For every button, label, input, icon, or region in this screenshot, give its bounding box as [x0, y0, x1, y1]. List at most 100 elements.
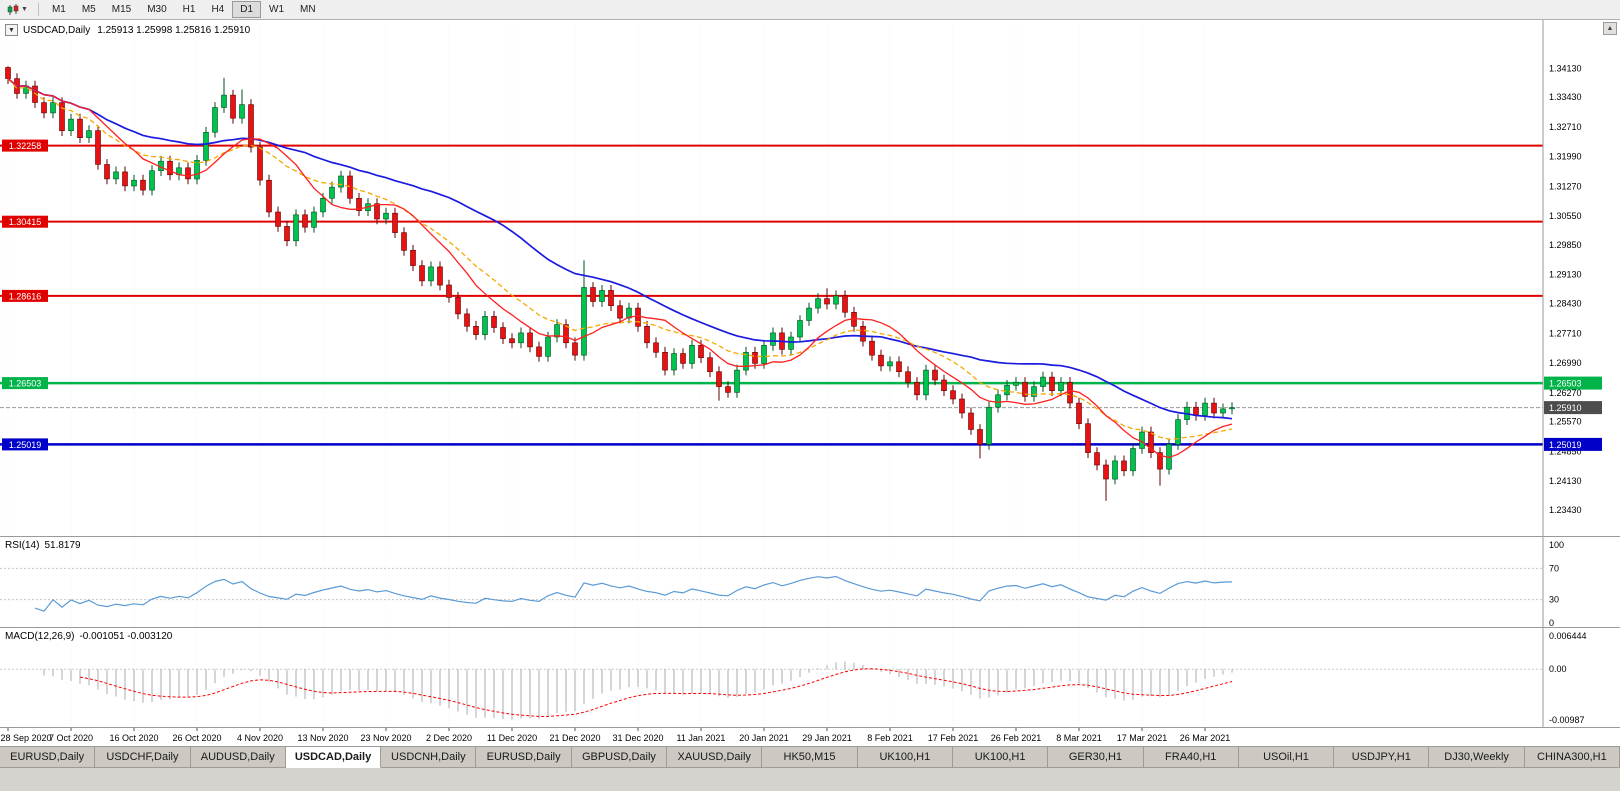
toolbar-separator [37, 3, 39, 16]
symbol-dropdown-button[interactable]: ▼ [5, 24, 18, 36]
macd-signal-line [79, 668, 1233, 718]
chart-title: ▼ USDCAD,Daily 1.25913 1.25998 1.25816 1… [5, 24, 250, 36]
svg-text:1.26270: 1.26270 [1549, 388, 1582, 398]
date-label: 17 Mar 2021 [1117, 733, 1168, 743]
date-label: 28 Sep 2020 [0, 733, 51, 743]
timeframe-toolbar: ▼ M1 M5 M15 M30 H1 H4 D1 W1 MN [0, 0, 1620, 20]
rsi-line [34, 575, 1233, 612]
svg-text:0: 0 [1549, 618, 1554, 627]
tab-audusd-daily[interactable]: AUDUSD,Daily [190, 747, 286, 768]
svg-text:1.33430: 1.33430 [1549, 92, 1582, 102]
svg-text:1.27710: 1.27710 [1549, 328, 1582, 338]
svg-text:1.34130: 1.34130 [1549, 63, 1582, 73]
timeframe-button-m5[interactable]: M5 [74, 1, 104, 18]
macd-label: MACD(12,26,9) -0.001051 -0.003120 [5, 631, 172, 642]
svg-text:70: 70 [1549, 563, 1559, 573]
macd-panel[interactable]: 0.006444 0.00 -0.00987 MACD(12,26,9) -0.00… [0, 627, 1620, 727]
tab-usdjpy-h1[interactable]: USDJPY,H1 [1334, 747, 1430, 768]
line-price-tag-left: 1.32258 [2, 139, 48, 152]
macd-histogram [43, 661, 1233, 720]
date-label: 26 Oct 2020 [172, 733, 221, 743]
date-label: 8 Mar 2021 [1056, 733, 1102, 743]
timeframe-button-h1[interactable]: H1 [175, 1, 204, 18]
line-price-tag-left: 1.30415 [2, 215, 48, 228]
tab-eurusd-daily[interactable]: EURUSD,Daily [476, 747, 572, 768]
timeframe-button-d1[interactable]: D1 [232, 1, 262, 18]
tab-xauusd-daily[interactable]: XAUUSD,Daily [667, 747, 763, 768]
timeframe-button-m30[interactable]: M30 [139, 1, 174, 18]
date-label: 20 Jan 2021 [739, 733, 789, 743]
svg-text:1.32258: 1.32258 [9, 141, 42, 151]
tab-usdchf-daily[interactable]: USDCHF,Daily [95, 747, 191, 768]
date-label: 23 Nov 2020 [360, 733, 411, 743]
tab-usdcnh-daily[interactable]: USDCNH,Daily [381, 747, 477, 768]
date-label: 7 Oct 2020 [49, 733, 93, 743]
svg-text:30: 30 [1549, 595, 1559, 605]
rsi-indicator-name: RSI(14) [5, 540, 40, 551]
macd-indicator-values: -0.001051 -0.003120 [79, 631, 173, 642]
date-label: 21 Dec 2020 [549, 733, 600, 743]
line-price-tag-left: 1.26503 [2, 377, 48, 390]
date-label: 11 Dec 2020 [487, 733, 537, 743]
svg-text:1.31270: 1.31270 [1549, 181, 1582, 191]
tab-usdcad-daily[interactable]: USDCAD,Daily [285, 747, 382, 768]
tab-uk100-h1[interactable]: UK100,H1 [952, 747, 1049, 768]
svg-text:1.29130: 1.29130 [1549, 270, 1582, 280]
timeframe-button-m1[interactable]: M1 [44, 1, 74, 18]
timeframe-button-h4[interactable]: H4 [203, 1, 232, 18]
horizontal-level-lines[interactable] [0, 144, 1543, 446]
date-label: 13 Nov 2020 [297, 733, 348, 743]
tab-hk50-m15[interactable]: HK50,M15 [762, 747, 858, 768]
svg-text:1.28430: 1.28430 [1549, 299, 1582, 309]
line-price-tag-left: 1.25019 [2, 438, 48, 451]
line-price-tag-right: 1.26503 [1544, 376, 1602, 390]
price-axis[interactable]: 1.34130 1.33430 1.32710 1.31990 1.31270 1.305… [1549, 63, 1582, 515]
svg-text:1.26503: 1.26503 [9, 379, 42, 389]
tab-dj30-weekly[interactable]: DJ30,Weekly [1429, 747, 1525, 768]
symbol-tabbar: EURUSD,Daily USDCHF,Daily AUDUSD,Daily USDC… [0, 746, 1620, 791]
date-label: 11 Jan 2021 [677, 733, 726, 743]
scroll-up-button[interactable]: ▲ [1603, 22, 1617, 35]
timeframe-buttons: M1 M5 M15 M30 H1 H4 D1 W1 MN [44, 1, 324, 18]
svg-text:1.24850: 1.24850 [1549, 446, 1582, 456]
macd-chart[interactable]: 0.006444 0.00 -0.00987 [0, 628, 1620, 727]
current-price-tag: 1.25910 [1544, 401, 1602, 415]
tab-usoil-h1[interactable]: USOil,H1 [1238, 747, 1335, 768]
ma-fast-line [7, 78, 1233, 459]
tab-eurusd-daily[interactable]: EURUSD,Daily [0, 747, 96, 768]
timeframe-button-w1[interactable]: W1 [261, 1, 292, 18]
timeframe-button-m15[interactable]: M15 [104, 1, 139, 18]
tab-fra40-h1[interactable]: FRA40,H1 [1143, 747, 1239, 768]
svg-text:1.30415: 1.30415 [9, 217, 42, 227]
timeframe-button-mn[interactable]: MN [292, 1, 324, 18]
candlestick-chart[interactable]: 1.34130 1.33430 1.32710 1.31990 1.31270 1.305… [0, 20, 1620, 536]
tab-uk100-h1[interactable]: UK100,H1 [857, 747, 953, 768]
tab-gbpusd-daily[interactable]: GBPUSD,Daily [571, 747, 668, 768]
date-label: 26 Feb 2021 [991, 733, 1042, 743]
svg-text:1.29850: 1.29850 [1549, 240, 1582, 250]
tab-china300-h1[interactable]: CHINA300,H1 [1524, 747, 1620, 768]
macd-indicator-name: MACD(12,26,9) [5, 631, 75, 642]
date-label: 29 Jan 2021 [802, 733, 852, 743]
main-chart-panel[interactable]: 1.34130 1.33430 1.32710 1.31990 1.31270 1.305… [0, 20, 1620, 536]
date-label: 17 Feb 2021 [928, 733, 979, 743]
svg-text:1.28616: 1.28616 [9, 291, 42, 301]
tab-ger30-h1[interactable]: GER30,H1 [1048, 747, 1144, 768]
date-label: 31 Dec 2020 [612, 733, 663, 743]
rsi-indicator-value: 51.8179 [44, 540, 81, 551]
candlestick-chart-icon [7, 3, 19, 15]
svg-text:1.24130: 1.24130 [1549, 476, 1582, 486]
svg-text:1.25910: 1.25910 [1549, 403, 1582, 413]
svg-text:1.25570: 1.25570 [1549, 417, 1582, 427]
rsi-chart[interactable]: 100 70 30 0 [0, 537, 1620, 627]
svg-text:1.26990: 1.26990 [1549, 358, 1582, 368]
rsi-panel[interactable]: 100 70 30 0 RSI(14) 51.8179 [0, 536, 1620, 627]
date-label: 8 Feb 2021 [867, 733, 913, 743]
date-axis[interactable]: 28 Sep 2020 7 Oct 2020 16 Oct 2020 26 Oct 2… [0, 727, 1620, 746]
chevron-down-icon: ▼ [21, 5, 28, 13]
date-label: 4 Nov 2020 [237, 733, 283, 743]
chart-type-button[interactable]: ▼ [4, 3, 31, 17]
svg-text:1.26503: 1.26503 [1549, 379, 1582, 389]
svg-text:1.31990: 1.31990 [1549, 152, 1582, 162]
